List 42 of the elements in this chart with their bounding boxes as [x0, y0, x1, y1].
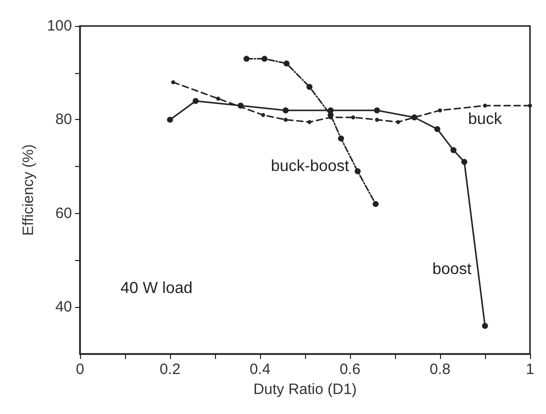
- point: [351, 115, 356, 120]
- point: [375, 118, 379, 122]
- point: [438, 108, 442, 112]
- x-tick-label: 0.4: [250, 361, 270, 378]
- y-tick-label: 80: [55, 111, 72, 128]
- point: [483, 104, 487, 108]
- point: [192, 98, 199, 104]
- point: [450, 147, 456, 154]
- annotation: 40 W load: [120, 280, 193, 297]
- y-tick-label: 40: [55, 298, 72, 316]
- x-tick-label: 1: [526, 361, 534, 378]
- point: [308, 120, 312, 124]
- point: [482, 322, 488, 329]
- point: [216, 96, 220, 101]
- y-tick-label: 100: [46, 18, 72, 34]
- series-label: boost: [432, 261, 472, 278]
- x-tick-label: 0: [76, 361, 84, 378]
- point: [354, 168, 361, 174]
- point: [284, 118, 288, 122]
- point: [261, 113, 266, 118]
- x-tick-label: 0.6: [340, 361, 360, 378]
- point: [262, 56, 268, 62]
- point: [372, 201, 379, 208]
- x-axis-title: Duty Ratio (D1): [253, 380, 357, 398]
- x-tick-label: 0.2: [160, 361, 180, 378]
- series-label: buck-boost: [270, 158, 350, 176]
- point: [282, 107, 289, 114]
- point: [461, 158, 468, 165]
- point: [396, 120, 400, 124]
- point: [167, 116, 173, 123]
- point: [338, 135, 344, 142]
- point: [528, 104, 532, 108]
- point: [171, 80, 176, 84]
- x-tick-label: 0.8: [430, 361, 450, 378]
- y-axis-title: Efficiency (%): [20, 144, 38, 236]
- point: [434, 126, 440, 132]
- point: [284, 60, 290, 66]
- point: [306, 84, 312, 90]
- point: [244, 56, 250, 62]
- point: [374, 107, 380, 114]
- y-tick-label: 60: [55, 204, 72, 222]
- series-label: buck: [468, 111, 503, 128]
